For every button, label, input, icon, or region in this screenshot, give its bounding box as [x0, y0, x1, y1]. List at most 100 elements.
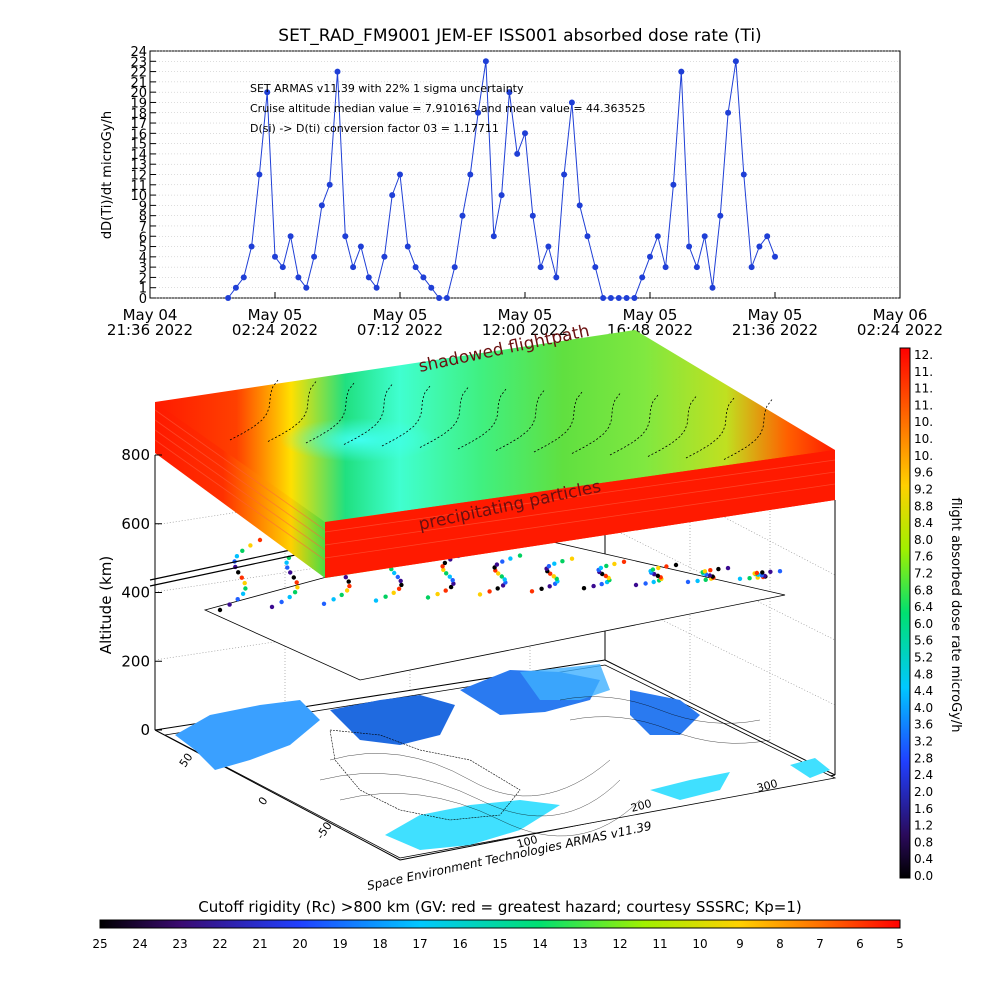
series-point — [522, 130, 528, 137]
ribbon-track-point — [725, 565, 731, 571]
ribbon-track-point — [500, 559, 505, 564]
ribbon-track-point — [399, 582, 404, 588]
y-tick-label: 0 — [139, 292, 147, 307]
series-point — [256, 171, 263, 178]
ribbon-track-point — [344, 588, 350, 593]
slab-track-line — [723, 399, 773, 460]
ribbon-track-point — [656, 565, 661, 571]
series-point — [514, 150, 521, 157]
dose-colorbar-tick-label: 6.8 — [914, 583, 933, 597]
slab-track-line — [343, 384, 393, 445]
series-point — [600, 295, 607, 301]
series-point — [748, 264, 755, 271]
cutoff-colorbar-tick-label: 24 — [132, 937, 147, 951]
y-tick-label: 7 — [139, 220, 147, 235]
x-tick-label-date: May 05 — [498, 306, 553, 324]
ribbon-track-point — [450, 578, 455, 583]
lat-tick-minus50: -50 — [314, 820, 335, 842]
y-tick-label: 10 — [130, 189, 147, 204]
altitude-tick-label: 400 — [121, 584, 150, 602]
cutoff-colorbar-tick-label: 14 — [532, 937, 547, 951]
series-point — [373, 284, 380, 291]
dose-colorbar-tick-label: 10. — [914, 432, 933, 446]
annotation-conversion-factor: D(si) -> D(ti) conversion factor 03 = 1.… — [250, 122, 499, 135]
x-tick-label-time: 07:12 2022 — [357, 321, 443, 339]
y-tick-label: 13 — [130, 158, 147, 173]
slab-track-line — [685, 397, 735, 459]
ribbon-track-point — [655, 573, 660, 578]
ribbon-track-point — [621, 559, 627, 564]
top-y-gridlines — [150, 50, 900, 299]
top-y-axis-label: dD(Ti)/dt microGy/h — [100, 111, 115, 239]
dose-colorbar-tick-label: 0.8 — [914, 835, 933, 849]
series-point — [568, 99, 575, 106]
cutoff-colorbar-tick-label: 7 — [816, 937, 824, 951]
ribbon-track-point — [695, 578, 700, 584]
y-tick-label: 19 — [130, 96, 147, 111]
x-tick-label-time: 02:24 2022 — [232, 321, 318, 339]
3d-globe-panel: shadowed flightpath precipitating partic… — [97, 321, 837, 893]
ribbon-track-point — [284, 560, 289, 565]
dose-colorbar-tick-label: 11. — [914, 398, 933, 412]
series-point — [420, 274, 427, 281]
ribbon-track-point — [703, 577, 708, 582]
ribbon-track-point — [768, 569, 773, 574]
ribbon-track-point — [236, 570, 241, 575]
x-tick-label-time: 21:36 2022 — [732, 321, 818, 339]
y-tick-label: 14 — [130, 148, 147, 163]
ribbon-track-point — [331, 597, 336, 602]
series-point — [248, 243, 255, 250]
series-point — [693, 264, 700, 271]
slab-track-line — [305, 382, 355, 444]
series-point — [647, 253, 653, 260]
ribbon-track-point — [598, 565, 604, 571]
slab-track-line — [495, 390, 545, 451]
x-tick-label-time: 02:24 2022 — [857, 321, 943, 339]
series-point — [686, 243, 693, 250]
ribbon-track-point — [547, 584, 552, 589]
ribbon-track-point — [425, 595, 431, 600]
slab-track-line — [457, 388, 507, 450]
ribbon-track-point — [552, 561, 557, 566]
ribbon-track-point — [651, 579, 656, 585]
ribbon-track-point — [392, 570, 397, 576]
series-point — [576, 202, 583, 209]
dose-colorbar-tick-label: 9.6 — [914, 466, 933, 480]
series-point — [592, 264, 599, 271]
ribbon-track-point — [442, 560, 448, 566]
ribbon-track-point — [650, 567, 656, 572]
dose-rate-colorbar: 12. 11. 11. 11. 10. 10. 10. 9.6 9.2 8.8 8.4 8.0 7.6 7… — [899, 347, 963, 883]
y-tick-label: 4 — [139, 251, 147, 266]
series-point — [225, 295, 232, 301]
series-point — [303, 284, 310, 291]
dose-colorbar-tick-label: 0.4 — [914, 852, 933, 866]
series-point — [561, 171, 568, 178]
dose-colorbar-tick-label: 12. — [914, 348, 933, 362]
cutoff-colorbar-tick-label: 6 — [856, 937, 864, 951]
ribbon-track-point — [248, 543, 253, 548]
ribbon-track-point — [242, 580, 247, 586]
cutoff-colorbar-tick-label: 22 — [212, 937, 227, 951]
dose-colorbar-tick-label: 7.6 — [914, 550, 933, 564]
slab-track-line — [609, 394, 659, 456]
ribbon-track-point — [285, 565, 290, 570]
slab-flight-tracks — [229, 379, 773, 460]
cutoff-rigidity-slab — [154, 330, 836, 578]
ribbon-track-point — [747, 576, 752, 581]
ribbon-track-point — [604, 563, 609, 569]
series-point — [412, 264, 419, 271]
slab-track-line — [571, 393, 621, 454]
cutoff-rigidity-colorbar-label: Cutoff rigidity (Rc) >800 km (GV: red = … — [198, 898, 801, 916]
ribbon-track-point — [517, 553, 523, 558]
ribbon-track-point — [257, 537, 263, 543]
ribbon-track-point — [279, 599, 284, 605]
dose-colorbar-tick-label: 10. — [914, 449, 933, 463]
cutoff-colorbar-tick-label: 16 — [452, 937, 467, 951]
y-tick-label: 15 — [130, 138, 147, 153]
ribbon-track-point — [243, 586, 248, 591]
y-tick-label: 2 — [139, 271, 147, 286]
series-point — [725, 109, 732, 116]
ribbon-track-point — [777, 569, 783, 574]
dose-colorbar-tick-label: 3.2 — [914, 735, 933, 749]
